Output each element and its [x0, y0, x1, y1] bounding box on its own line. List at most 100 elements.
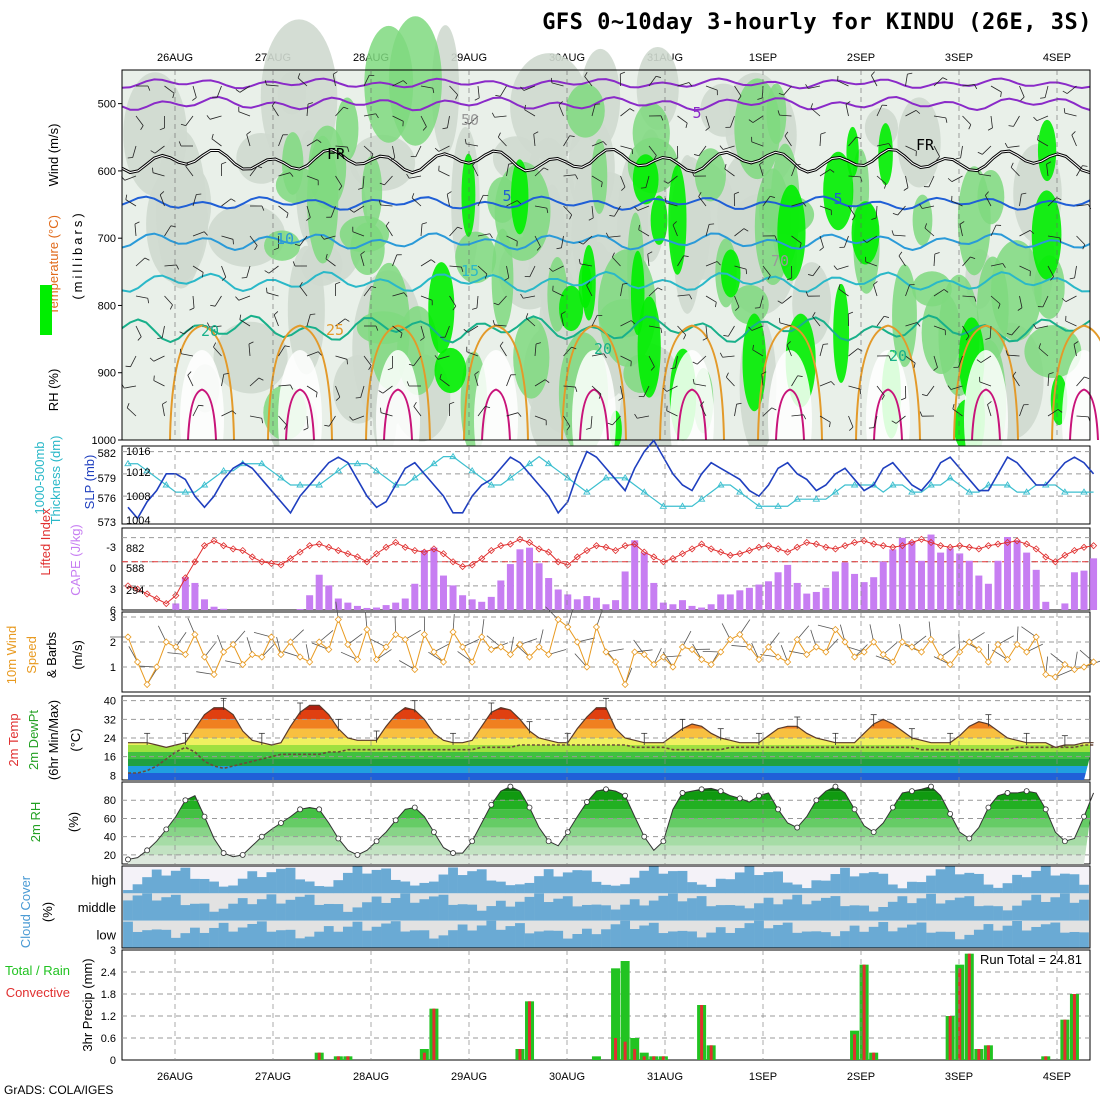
cape-bar	[736, 590, 744, 610]
temp-contour-minus10	[121, 77, 1091, 90]
wind10-barb	[1050, 653, 1066, 665]
thickness-marker	[946, 474, 954, 481]
cloud-bar-high	[390, 879, 401, 894]
lifted-index-marker	[870, 540, 878, 548]
wind-barb-flag	[211, 133, 214, 139]
wind-barb-flag	[977, 151, 983, 155]
wind10-marker	[133, 658, 142, 666]
wind-barb-flag	[974, 296, 977, 302]
wind-barb-flag	[273, 311, 279, 316]
wind-barb-flag	[153, 375, 155, 381]
wind10-marker	[688, 645, 696, 654]
cloud-bar-middle	[696, 896, 707, 921]
wind-barb	[273, 314, 279, 327]
wind-barb	[472, 165, 479, 177]
wind-barb	[962, 84, 975, 87]
wind-barb-flag	[922, 394, 928, 397]
cloud-bar-high	[429, 881, 439, 894]
wind-barb-flag	[535, 342, 541, 345]
wind-barb	[192, 295, 195, 308]
wind-barb	[648, 355, 655, 367]
lifted-index-marker	[153, 595, 161, 603]
wind-barb-flag	[660, 328, 663, 334]
wind10-marker	[334, 615, 342, 624]
cape-bar	[946, 548, 954, 610]
thickness-marker	[258, 459, 266, 467]
wind-barb	[409, 175, 422, 179]
rh-legend-swatch	[40, 285, 52, 335]
rh-marker	[698, 786, 705, 793]
wind10-barb	[538, 629, 544, 648]
rh-label-0: 2m RH	[28, 802, 43, 842]
wind10-marker	[506, 650, 514, 659]
cape-tick-882: 882	[126, 543, 144, 555]
cloud-bar-low	[352, 921, 363, 948]
cloud-bar-high	[706, 886, 717, 894]
thickness-marker	[602, 474, 610, 481]
wind10-marker	[220, 648, 228, 656]
wind-barb	[608, 235, 621, 238]
wind10-barb	[577, 637, 595, 643]
slp-label-2: SLP (mb)	[82, 455, 97, 510]
cloud-bar-low	[132, 931, 143, 948]
cloud-bar-middle	[1021, 900, 1032, 921]
wind-barb-flag	[881, 395, 885, 400]
cloud-bar-low	[763, 928, 774, 948]
wind-label: Wind (m/s)	[46, 124, 61, 187]
cloud-bar-low	[505, 926, 516, 948]
wind-barb-flag	[848, 311, 854, 315]
wind-barb-flag	[752, 344, 754, 350]
cape-bar	[172, 603, 180, 610]
wind10-barb	[721, 623, 731, 640]
rh-contour-fill-saturated	[878, 123, 893, 186]
wind-barb	[380, 204, 393, 207]
temp-contour-10	[121, 232, 1091, 252]
wind-barb	[705, 85, 718, 91]
wind-barb	[734, 85, 742, 97]
cape-label-group-0: Lifted Index	[38, 508, 53, 576]
rh-contour-fill	[236, 132, 286, 184]
wind-barb	[420, 224, 423, 237]
precip-convective-bar	[709, 1045, 713, 1060]
wind-barb-flag	[406, 381, 410, 387]
wind-barb-flag	[805, 291, 809, 297]
wind-barb	[164, 225, 172, 237]
thickness-tick-573: 573	[98, 517, 116, 529]
cloud-bar-middle	[381, 902, 392, 921]
wind10-barb	[405, 629, 421, 640]
wind10-marker	[239, 660, 247, 669]
wind10-barb	[246, 637, 253, 655]
wind-barb-flag	[520, 293, 524, 299]
lifted-index-marker	[449, 558, 457, 566]
wind-barb	[734, 265, 747, 270]
wind-barb-flag	[778, 317, 781, 323]
cloud-bar-high	[629, 877, 640, 894]
wind-barb-flag	[379, 182, 385, 186]
cloud-bar-high	[1059, 873, 1070, 894]
wind-barb-flag	[735, 306, 740, 311]
wind-barb	[819, 205, 832, 211]
thickness-marker	[124, 459, 132, 467]
cloud-bar-middle	[734, 905, 745, 921]
wind10-barb	[751, 642, 760, 660]
cloud-bar-high	[668, 871, 678, 894]
wind-barb-flag	[736, 402, 742, 405]
cloud-bar-middle	[868, 911, 879, 921]
cloud-bar-middle	[218, 908, 229, 921]
cloud-bar-middle	[342, 911, 353, 921]
wind10-barb	[882, 642, 898, 655]
wind-barb-flag	[548, 267, 554, 272]
precip-convective-bar	[422, 1052, 426, 1060]
wind-barb-flag	[716, 261, 721, 266]
wind-barb-flag	[777, 110, 780, 116]
cape-bar	[439, 575, 447, 610]
wind-barb-flag	[406, 173, 410, 179]
rh-contour-fill-saturated	[559, 285, 584, 332]
cloud-bar-high	[276, 868, 286, 894]
lifted-index-marker	[898, 542, 906, 550]
wind10-marker	[487, 645, 495, 654]
precip-tick-1.2: 1.2	[101, 1011, 116, 1023]
slp-label-1: Thickness (dm)	[48, 436, 63, 525]
wind-barb-flag	[499, 341, 504, 347]
cloud-bar-high	[323, 886, 334, 894]
